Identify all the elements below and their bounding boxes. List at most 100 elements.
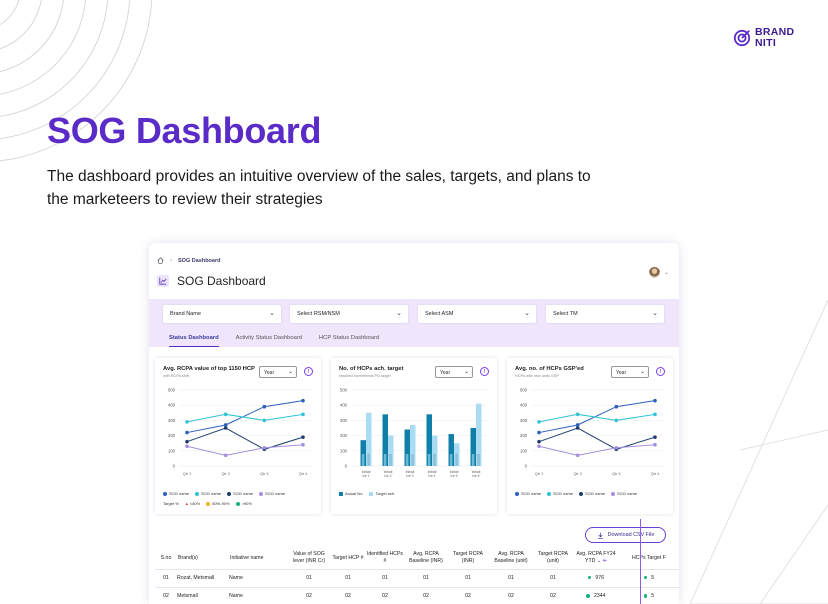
- year-select[interactable]: Year ⌄: [611, 366, 649, 378]
- column-header[interactable]: Avg. RCPA Baseline (INR): [409, 551, 443, 564]
- rsm-nsm-select[interactable]: Select RSM/NSM ⌄: [290, 305, 408, 323]
- column-header[interactable]: Target RCPA (INR): [453, 551, 483, 564]
- chevron-down-icon[interactable]: ⌄: [663, 270, 669, 276]
- column-resize-icon[interactable]: ⇹: [602, 557, 607, 564]
- bar-actual[interactable]: [382, 414, 389, 466]
- data-point[interactable]: [301, 412, 305, 417]
- column-header[interactable]: Brand(s): [178, 554, 198, 561]
- bar-actual[interactable]: [404, 429, 411, 466]
- data-point[interactable]: [575, 423, 580, 427]
- data-point[interactable]: [223, 426, 228, 430]
- bar-target[interactable]: [410, 424, 416, 466]
- x-tick-label: Initiati ive 4: [428, 470, 437, 478]
- x-tick-label: Qtr 4: [651, 472, 659, 476]
- tab-status-dashboard[interactable]: Status Dashboard: [169, 335, 219, 347]
- series-line: [538, 444, 656, 456]
- table-row[interactable]: 01 Rozat, Metsmall Name 01 01 01 01 01 01 01 976 5: [155, 568, 679, 587]
- hero-title: SOG Dashboard: [47, 110, 322, 151]
- chevron-down-icon: ⌄: [269, 310, 275, 317]
- bar-actual[interactable]: [448, 434, 455, 466]
- data-point[interactable]: [185, 439, 189, 444]
- legend-item: SOG name: [259, 491, 285, 496]
- column-header[interactable]: Value of SOG lever (INR Cr): [293, 551, 325, 564]
- asm-select[interactable]: Select ASM ⌄: [418, 305, 536, 323]
- data-point[interactable]: [614, 418, 619, 423]
- x-tick-label: Initiati ive 1: [362, 470, 371, 478]
- data-point[interactable]: [262, 404, 267, 409]
- series-line: [186, 444, 304, 456]
- table-cell: 976: [573, 568, 619, 587]
- avatar[interactable]: [649, 267, 660, 278]
- legend-label: Actual No.: [345, 491, 364, 496]
- data-point[interactable]: [575, 426, 580, 430]
- data-point[interactable]: [301, 398, 305, 403]
- chart-legend: Actual No. Target ach.: [339, 491, 395, 496]
- chart-title: No. of HCPs ach. target: [339, 366, 404, 372]
- tm-select[interactable]: Select TM ⌄: [546, 305, 664, 323]
- bar-target[interactable]: [476, 403, 482, 466]
- data-point[interactable]: [653, 398, 657, 403]
- bar-inner-actual: [449, 454, 453, 466]
- column-header[interactable]: Target RCPA (unit): [538, 551, 568, 564]
- info-icon[interactable]: !: [656, 367, 665, 376]
- bar-inner-actual: [361, 454, 365, 466]
- data-point[interactable]: [223, 423, 228, 427]
- tab-activity-status-dashboard[interactable]: Activity Status Dashboard: [235, 335, 302, 341]
- series-line: [538, 413, 656, 423]
- y-tick-label: 200: [168, 433, 176, 438]
- select-label: Select TM: [553, 311, 578, 317]
- bar-target[interactable]: [366, 412, 372, 466]
- data-point[interactable]: [262, 445, 267, 450]
- info-icon[interactable]: !: [304, 367, 313, 376]
- data-point[interactable]: [185, 430, 189, 435]
- series-line: [186, 427, 304, 450]
- select-label: Brand Name: [170, 311, 201, 317]
- download-csv-button[interactable]: Download CSV File: [585, 527, 666, 543]
- table-row[interactable]: 02 Metsmall Name 02 02 02 02 02 02 02 2344 5: [155, 586, 679, 604]
- bar-target[interactable]: [388, 435, 394, 466]
- bar-actual[interactable]: [470, 428, 477, 466]
- home-icon[interactable]: [157, 257, 164, 264]
- data-point[interactable]: [575, 412, 580, 417]
- bar-actual[interactable]: [360, 440, 367, 466]
- column-header[interactable]: S.no: [160, 554, 172, 561]
- data-point[interactable]: [653, 442, 657, 447]
- column-header[interactable]: Target HCP #: [332, 554, 364, 561]
- column-header[interactable]: HCPs Target F: [632, 554, 666, 561]
- data-point[interactable]: [614, 445, 619, 450]
- year-select[interactable]: Year ⌄: [259, 366, 297, 378]
- table-cell: 01: [331, 568, 365, 587]
- tab-hcp-status-dashboard[interactable]: HCP Status Dashboard: [318, 335, 380, 341]
- column-header[interactable]: Identified HCPs #: [366, 551, 404, 564]
- bar-target[interactable]: [432, 435, 438, 466]
- y-tick-label: 400: [340, 403, 348, 408]
- chevron-down-icon: ⌄: [463, 369, 469, 375]
- column-header[interactable]: Avg. RCPA Baseline (unit): [494, 551, 528, 564]
- data-point[interactable]: [653, 435, 657, 439]
- legend-swatch: [369, 491, 374, 496]
- data-point[interactable]: [614, 404, 619, 409]
- data-point[interactable]: [223, 412, 228, 417]
- column-resize-handle[interactable]: [640, 519, 642, 604]
- data-point[interactable]: [301, 442, 305, 447]
- data-point[interactable]: [262, 418, 267, 423]
- data-point[interactable]: [185, 444, 189, 449]
- info-icon[interactable]: !: [480, 367, 489, 376]
- bar-actual[interactable]: [426, 414, 433, 466]
- data-point[interactable]: [537, 439, 541, 444]
- data-point[interactable]: [537, 430, 541, 435]
- column-header[interactable]: Initiative name: [230, 554, 264, 561]
- data-point[interactable]: [653, 412, 657, 417]
- data-point[interactable]: [301, 435, 305, 439]
- data-point[interactable]: [223, 453, 228, 458]
- data-point[interactable]: [575, 453, 580, 458]
- brand-name-select[interactable]: Brand Name ⌄: [163, 305, 281, 323]
- column-header[interactable]: Avg. RCPA FY24 YTD ⌄ ⇹: [573, 547, 619, 569]
- data-point[interactable]: [185, 420, 189, 424]
- legend-item: SOG name: [547, 491, 573, 496]
- data-point[interactable]: [537, 444, 541, 449]
- year-select[interactable]: Year ⌄: [435, 366, 473, 378]
- data-point[interactable]: [537, 420, 541, 424]
- chevron-down-icon[interactable]: ⌄: [596, 557, 602, 564]
- table-cell: 02: [405, 586, 447, 604]
